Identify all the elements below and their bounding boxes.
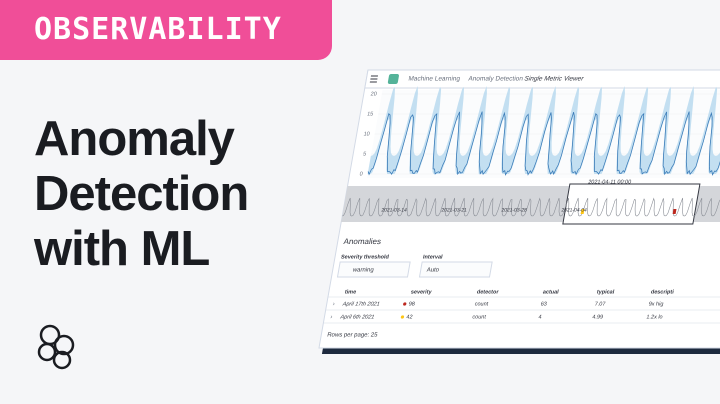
table-cell: 42 [406,314,413,320]
axis-label: 0 [359,171,363,177]
headline-line: Anomaly [34,112,235,166]
table-cell: 9x hig [648,301,664,307]
axis-label: 10 [363,131,370,137]
headline: Anomaly Detection with ML [34,112,249,277]
severity-dot [403,302,407,306]
select[interactable] [418,261,493,278]
table-cell: count [472,314,487,320]
model-bounds [367,86,720,174]
breadcrumb[interactable]: Machine Learning [408,76,461,83]
filter-label: Severity threshold [340,254,390,260]
column-header: time [344,289,356,295]
date-label: 2021-03-14 [381,207,408,213]
select-value: warning [351,268,374,274]
headline-line: Detection [34,167,249,221]
axis-label: 20 [370,91,377,97]
table-cell: 4.99 [592,314,604,320]
menu-icon [369,75,379,83]
metric-line [367,111,720,176]
expand-icon: › [330,315,333,321]
column-header: typical [596,289,615,295]
table-cell: count [474,301,489,307]
pagination[interactable]: Rows per page: 25 [327,333,379,339]
select-value: Auto [426,268,440,274]
anomaly-marker [672,209,677,214]
axis-label: 5 [363,151,367,157]
app-icon [387,74,399,84]
logo [37,324,75,370]
table-cell: April 17th 2021 [341,301,380,307]
column-header: detector [476,289,500,295]
table-cell: 4 [538,314,542,320]
date-label: 2021-03-21 [441,207,468,213]
headline-line: with ML [34,222,210,276]
filter-label: Interval [422,254,443,260]
section-title: Anomalies [343,237,382,246]
ui-screenshot: Machine Learning Anomaly Detection Singl… [318,69,720,354]
anomaly-marker [580,209,585,214]
table-cell: 1.2x lo [646,314,663,320]
table-cell: 63 [540,301,547,307]
column-header: severity [410,289,433,295]
severity-dot [400,315,405,319]
date-label: 2021-04-04 [561,207,588,213]
header-bar [364,69,720,89]
expand-icon: › [332,302,335,308]
date-label: 2021-03-28 [501,207,528,213]
selection-brush[interactable] [562,183,701,225]
axis-label: 15 [367,111,374,117]
timestamp: 2021-04-11 00:00 [588,179,632,185]
table-cell: 7.07 [594,301,606,307]
table-cell: April 6th 2021 [339,314,375,320]
breadcrumb[interactable]: Anomaly Detection [468,76,524,83]
select[interactable] [336,261,411,278]
overview-line [342,197,720,217]
column-header: actual [542,289,559,295]
column-header: descripti [650,289,674,295]
banner: OBSERVABILITY [0,0,332,60]
breadcrumb: Single Metric Viewer [524,76,585,83]
table-cell: 98 [408,301,415,307]
